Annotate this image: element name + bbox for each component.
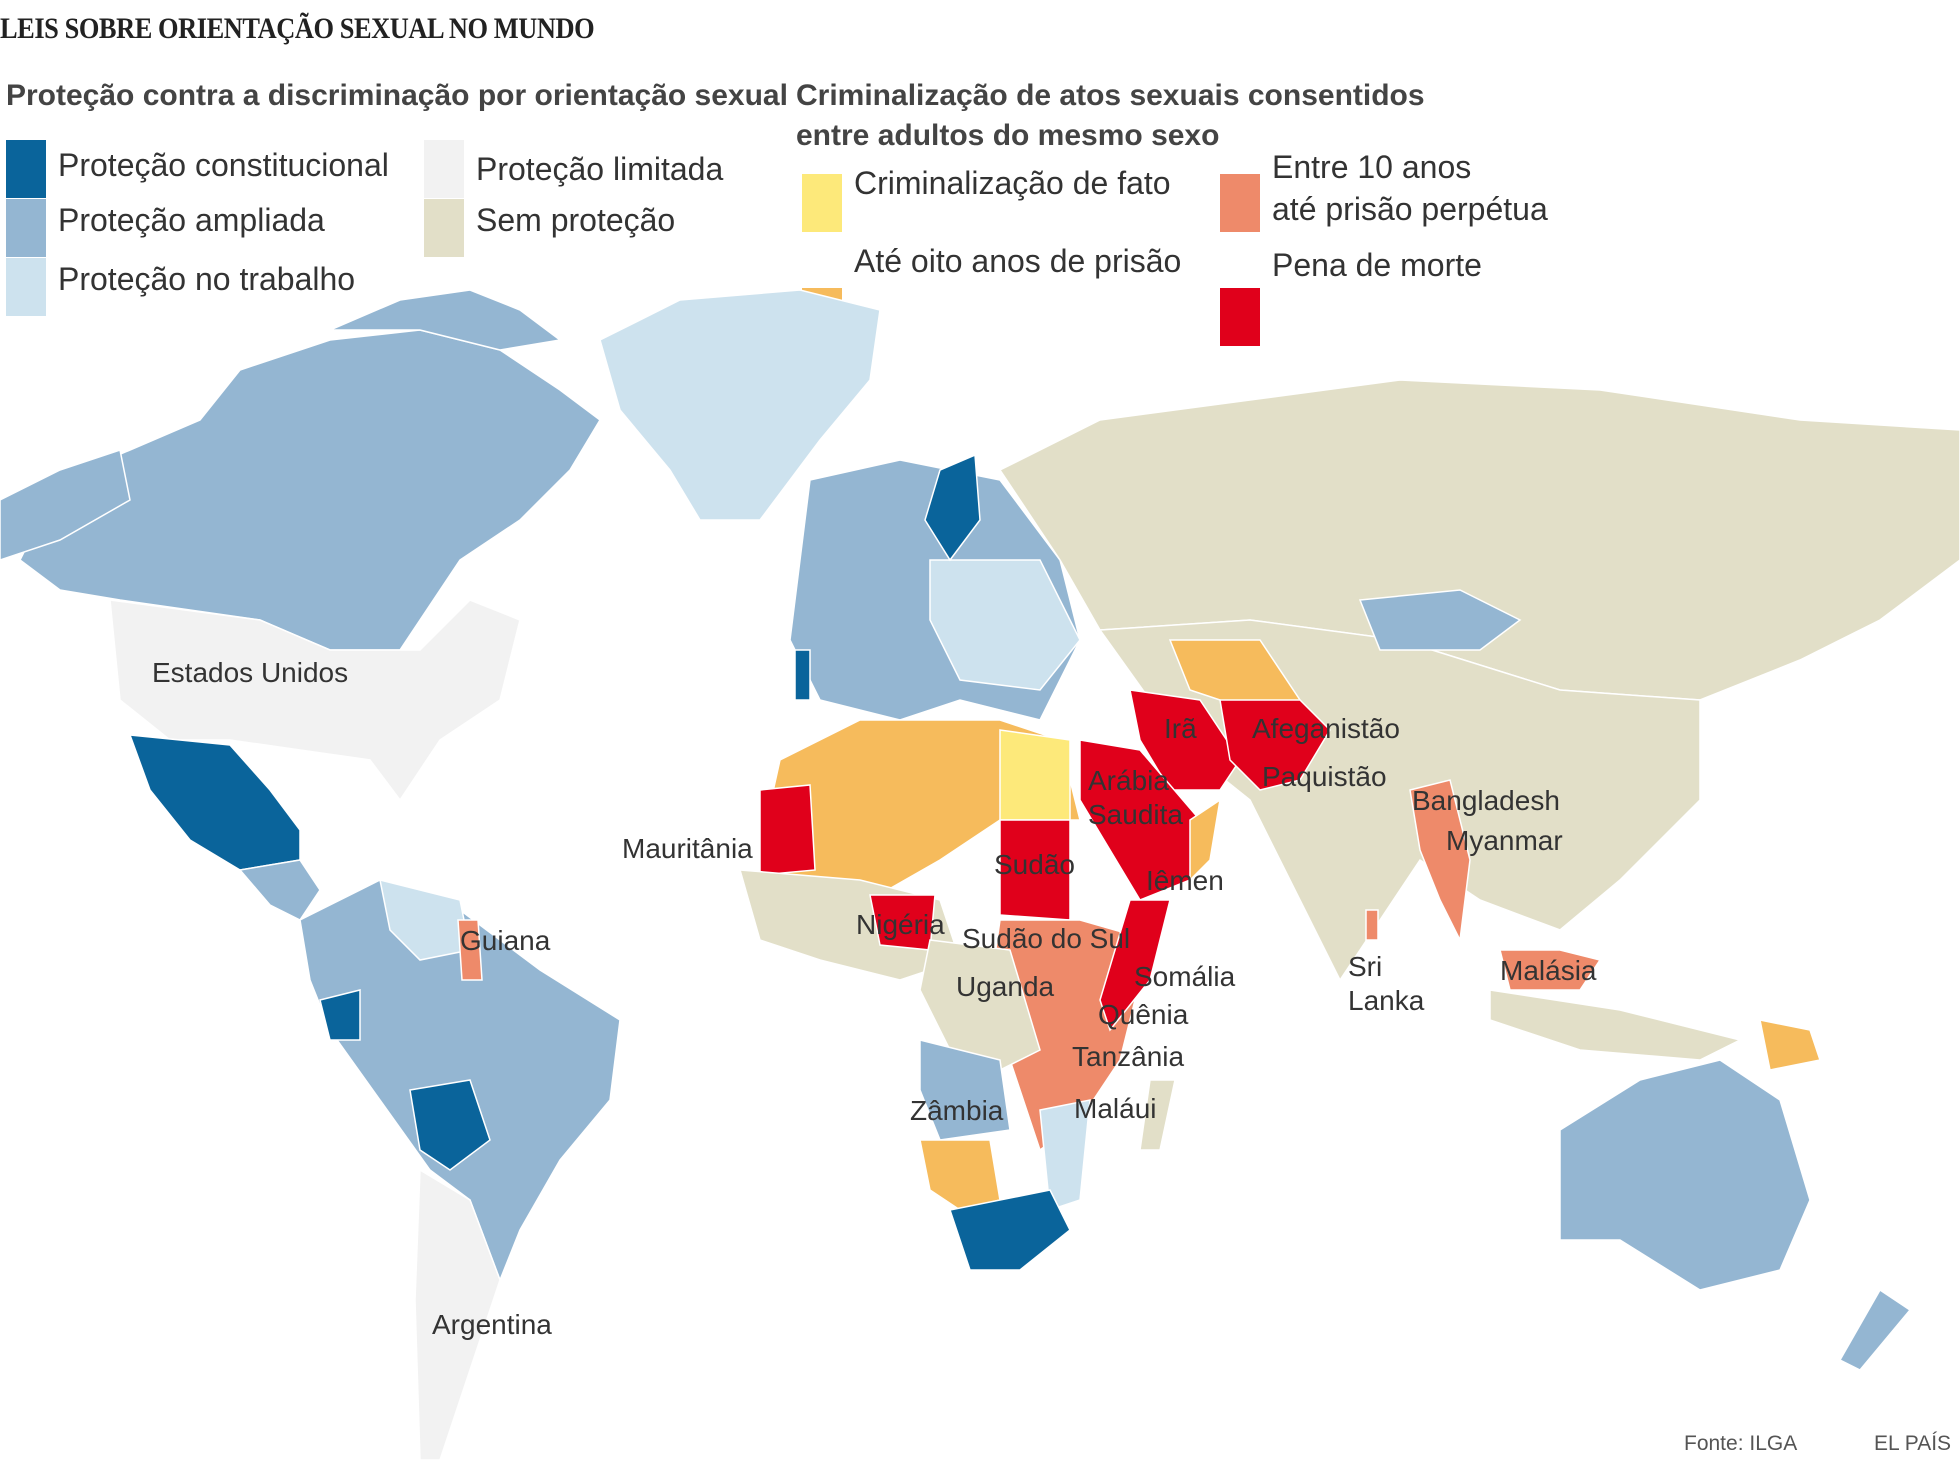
region-alaska (0, 449, 131, 561)
label-uganda: Uganda (956, 971, 1055, 1002)
region-new-zealand (1838, 1288, 1912, 1371)
label-sudan: Sudão (994, 849, 1075, 880)
region-somalia (1099, 899, 1171, 1032)
label-kenya: Quênia (1098, 999, 1189, 1030)
heading-line: Criminalização de atos sexuais consentid… (796, 79, 1425, 112)
region-central-america (238, 859, 321, 921)
legend-item-none: Sem proteção (424, 199, 675, 257)
region-mozambique (1039, 1099, 1091, 1212)
region-venezuela (379, 878, 471, 961)
brand-logo: EL PAÍS (1874, 1432, 1952, 1455)
label-line: Arábia (1088, 765, 1169, 796)
label-pakistan: Paquistão (1262, 761, 1387, 792)
label-line: Sri (1348, 951, 1383, 982)
legend-label: Pena de morte (1272, 247, 1482, 283)
legend-item-extended: Proteção ampliada (6, 199, 325, 257)
region-ecuador (319, 989, 361, 1041)
region-angola-zambia (919, 1039, 1011, 1141)
legend-label: Até oito anos de prisão (854, 243, 1182, 279)
region-egypt (999, 729, 1071, 821)
label-mauritania: Mauritânia (622, 833, 753, 864)
legend-swatch (6, 258, 46, 316)
legend-label: Entre 10 anos até prisão perpétua (1272, 146, 1548, 230)
heading-line: entre adultos do mesmo sexo (796, 119, 1220, 152)
label-iran: Irã (1164, 713, 1197, 744)
region-usa (109, 599, 521, 802)
region-afghanistan-pakistan (1219, 699, 1331, 791)
label-myanmar: Myanmar (1446, 825, 1563, 856)
label-afghanistan: Afeganistão (1252, 713, 1400, 744)
region-mauritania (759, 784, 816, 876)
region-sri-lanka (1365, 909, 1379, 941)
region-papua-new-guinea (1759, 1019, 1821, 1071)
legend-label-line: Entre 10 anos (1272, 149, 1472, 185)
label-nigeria: Nigéria (856, 909, 945, 940)
region-bolivia (409, 1079, 491, 1171)
legend-item-limited: Proteção limitada (424, 140, 723, 198)
region-argentina (414, 1168, 501, 1461)
region-iran (1129, 689, 1241, 791)
legend-label: Proteção limitada (476, 151, 724, 187)
legend-item-work: Proteção no trabalho (6, 258, 355, 316)
label-malawi: Maláui (1074, 1093, 1157, 1124)
label-zambia: Zâmbia (910, 1095, 1004, 1126)
label-south-sudan: Sudão do Sul (962, 923, 1131, 954)
region-saudi-yemen (1079, 739, 1201, 901)
label-yemen: Iêmen (1146, 865, 1224, 896)
legend-label: Proteção no trabalho (58, 261, 356, 297)
legend-item-constitutional: Proteção constitucional (6, 140, 389, 198)
legend-swatch (424, 140, 464, 198)
region-arctic-islands (329, 289, 562, 351)
legend-item-death: Pena de morte (1220, 247, 1482, 346)
label-line: Lanka (1348, 985, 1425, 1016)
legend-swatch (6, 140, 46, 198)
region-indonesia (1489, 989, 1743, 1061)
label-saudi-arabia: Arábia Saudita (1088, 764, 1183, 832)
legend-label: Sem proteção (476, 202, 676, 238)
legend-swatch (6, 199, 46, 257)
region-madagascar (1139, 1079, 1176, 1151)
region-mexico (128, 734, 301, 871)
legend-label: Proteção constitucional (58, 147, 389, 183)
legend-swatch (424, 199, 464, 257)
label-bangladesh: Bangladesh (1412, 785, 1560, 816)
label-argentina: Argentina (432, 1309, 552, 1340)
region-eastern-europe (929, 559, 1081, 691)
region-greenland (599, 289, 881, 521)
label-malaysia: Malásia (1500, 955, 1597, 986)
label-sri-lanka: Sri Lanka (1348, 950, 1424, 1018)
source-note: Fonte: ILGA (1684, 1432, 1798, 1455)
legend-label: Criminalização de fato (854, 165, 1171, 201)
region-portugal (794, 649, 811, 701)
region-south-america (299, 879, 621, 1283)
legend-swatch (802, 174, 842, 232)
criminalization-legend-heading: Criminalização de atos sexuais consentid… (796, 76, 1425, 156)
region-bangladesh-myanmar (1409, 779, 1471, 943)
label-tanzania: Tanzânia (1072, 1041, 1185, 1072)
legend-label-line: até prisão perpétua (1272, 191, 1548, 227)
legend-swatch (1220, 174, 1260, 232)
legend-swatch (1220, 288, 1260, 346)
region-namibia (919, 1139, 1001, 1211)
legend-item-ten-years-life: Entre 10 anos até prisão perpétua (1220, 149, 1548, 232)
region-sweden (924, 453, 981, 562)
region-australia (1559, 1059, 1811, 1291)
region-guyana (457, 919, 483, 981)
region-oman (1189, 798, 1222, 882)
label-line: Saudita (1088, 799, 1183, 830)
label-usa: Estados Unidos (152, 657, 349, 688)
protection-legend-heading: Proteção contra a discriminação por orie… (6, 79, 788, 112)
legend-label: Proteção ampliada (58, 202, 325, 238)
region-malaysia (1499, 949, 1602, 991)
region-south-africa (949, 1189, 1071, 1271)
map-title: LEIS SOBRE ORIENTAÇÃO SEXUAL NO MUNDO (0, 12, 595, 45)
legend-item-de-facto: Criminalização de fato (802, 165, 1171, 232)
label-guyana: Guiana (460, 925, 551, 956)
region-mongolia (1358, 589, 1522, 651)
label-somalia: Somália (1134, 961, 1236, 992)
